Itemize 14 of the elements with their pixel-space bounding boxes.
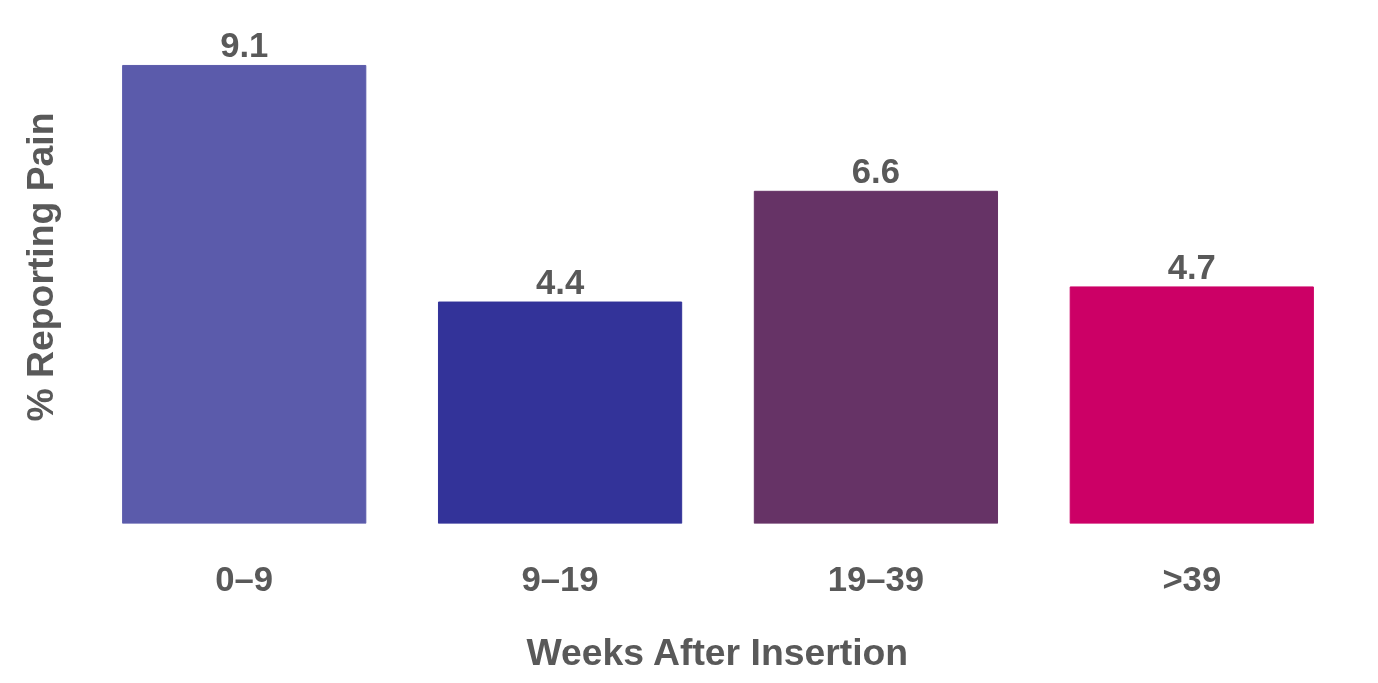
bar	[437, 301, 683, 524]
data-label: 9.1	[220, 26, 269, 65]
y-axis-title: % Reporting Pain	[18, 112, 61, 422]
x-tick-label: 19–39	[827, 559, 925, 598]
x-tick-label: >39	[1162, 559, 1222, 598]
x-axis-title: Weeks After Insertion	[526, 630, 909, 673]
data-label: 6.6	[851, 152, 901, 191]
data-label: 4.4	[535, 263, 585, 302]
x-tick-label: 9–19	[521, 559, 599, 598]
bar	[122, 64, 367, 524]
x-tick-label: 0–9	[215, 559, 274, 598]
bar	[753, 190, 999, 524]
data-label: 4.7	[1167, 247, 1216, 286]
bar	[1069, 286, 1314, 524]
